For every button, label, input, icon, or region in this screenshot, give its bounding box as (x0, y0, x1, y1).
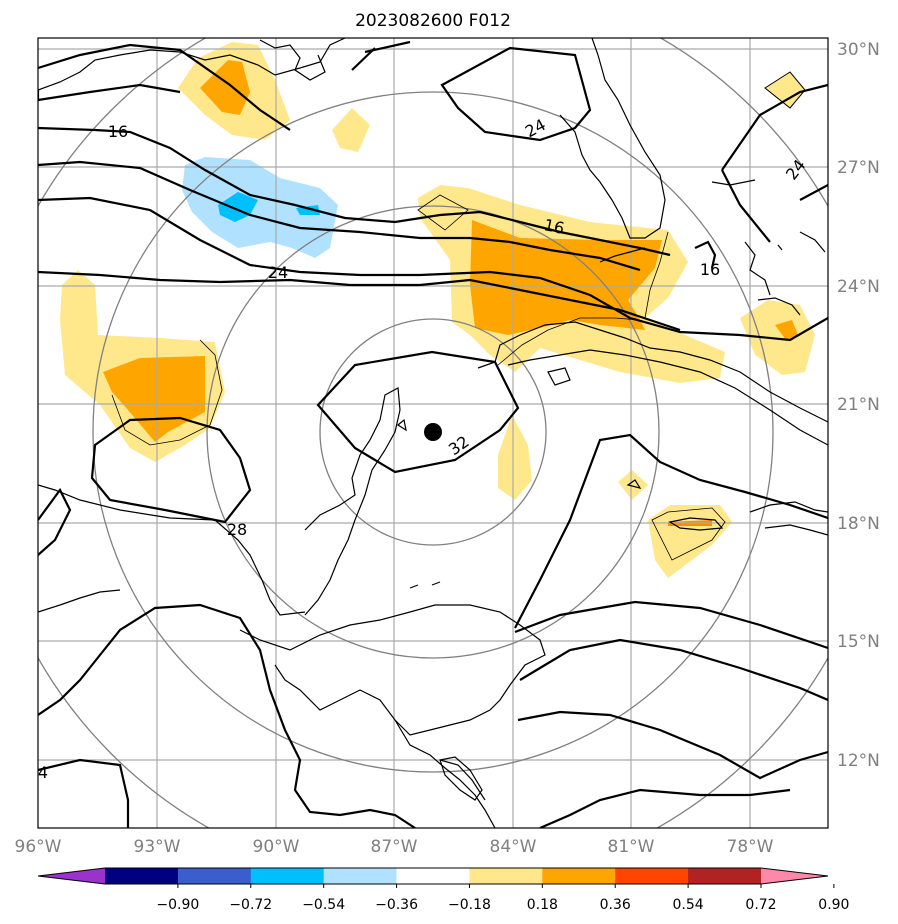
map-area: 16 24 24 16 16 24 32 28 4 (38, 38, 828, 828)
shaded-field-layer (60, 42, 815, 578)
lon-tick-label: 90°W (253, 837, 300, 857)
colorbar: −0.90 −0.72 −0.54 −0.36 −0.18 0.18 0.36 0.54 0.7… (37, 867, 849, 913)
lat-tick-label: 18°N (837, 514, 880, 534)
storm-center-marker (424, 423, 442, 441)
positive-anomaly-west-gulf-core (103, 356, 205, 442)
lon-tick-label: 81°W (608, 837, 655, 857)
thin-contours (111, 194, 726, 561)
lon-tick-label: 96°W (15, 837, 62, 857)
colorbar-label: 0.54 (673, 897, 704, 913)
lat-tick-label: 30°N (837, 40, 880, 60)
colorbar-cell (542, 868, 616, 884)
colorbar-label: 0.18 (527, 897, 558, 913)
map-frame (37, 37, 829, 829)
colorbar-label: −0.72 (229, 897, 272, 913)
graticule (38, 38, 828, 828)
lon-tick-label: 87°W (371, 837, 418, 857)
colorbar-label: −0.36 (375, 897, 418, 913)
coastlines (38, 38, 828, 828)
colorbar-cell (396, 868, 470, 884)
lon-tick-label: 93°W (134, 837, 181, 857)
contour-label: 28 (227, 520, 247, 539)
colorbar-cell (469, 868, 543, 884)
colorbar-cell (250, 868, 325, 884)
lat-tick-label: 24°N (837, 277, 880, 297)
contour-label: 24 (268, 263, 288, 282)
colorbar-cell (323, 868, 398, 884)
contour-label: 4 (38, 763, 48, 782)
negative-anomaly-region (182, 157, 338, 258)
contour-label: 16 (542, 215, 566, 238)
longitude-tick-labels: 96°W 93°W 90°W 87°W 84°W 81°W 78°W (15, 837, 774, 857)
positive-anomaly-bahamas (740, 300, 815, 375)
positive-anomaly-cayman (618, 470, 648, 500)
colorbar-cell (615, 868, 689, 884)
colorbar-cell (688, 868, 762, 884)
lon-tick-label: 78°W (727, 837, 774, 857)
figure-title: 2023082600 F012 (355, 11, 511, 31)
colorbar-label: −0.54 (302, 897, 345, 913)
colorbar-outline (37, 867, 829, 885)
positive-anomaly-cuba-core (470, 220, 662, 335)
lat-tick-label: 12°N (837, 751, 880, 771)
positive-anomaly-yucatan (498, 415, 532, 500)
latitude-tick-labels: 30°N 27°N 24°N 21°N 18°N 15°N 12°N (837, 40, 880, 771)
lat-tick-label: 21°N (837, 395, 880, 415)
colorbar-cell (177, 868, 252, 884)
contour-label: 16 (108, 122, 128, 141)
colorbar-label: 0.90 (818, 897, 849, 913)
colorbar-extend-high (761, 868, 828, 884)
contour-lines (38, 40, 828, 828)
positive-anomaly-small-n (332, 108, 370, 152)
colorbar-label: −0.18 (448, 897, 491, 913)
colorbar-extend-low (38, 868, 105, 884)
colorbar-cell (105, 868, 179, 884)
colorbar-label: 0.36 (600, 897, 631, 913)
range-rings (38, 38, 828, 828)
lat-tick-label: 15°N (837, 632, 880, 652)
positive-anomaly-ne (765, 72, 805, 108)
colorbar-label: 0.72 (745, 897, 776, 913)
contour-label: 16 (700, 260, 720, 279)
lon-tick-label: 84°W (490, 837, 537, 857)
positive-anomaly-nw-core (200, 60, 250, 115)
colorbar-label: −0.90 (156, 897, 199, 913)
lat-tick-label: 27°N (837, 158, 880, 178)
positive-anomaly-bahamas-core (775, 320, 798, 340)
